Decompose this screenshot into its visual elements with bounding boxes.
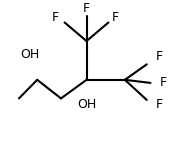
Text: F: F xyxy=(160,76,167,89)
Text: F: F xyxy=(156,98,163,111)
Text: F: F xyxy=(112,11,119,24)
Text: OH: OH xyxy=(20,48,40,61)
Text: F: F xyxy=(52,11,59,24)
Text: F: F xyxy=(156,50,163,63)
Text: F: F xyxy=(83,2,90,15)
Text: OH: OH xyxy=(77,98,96,111)
